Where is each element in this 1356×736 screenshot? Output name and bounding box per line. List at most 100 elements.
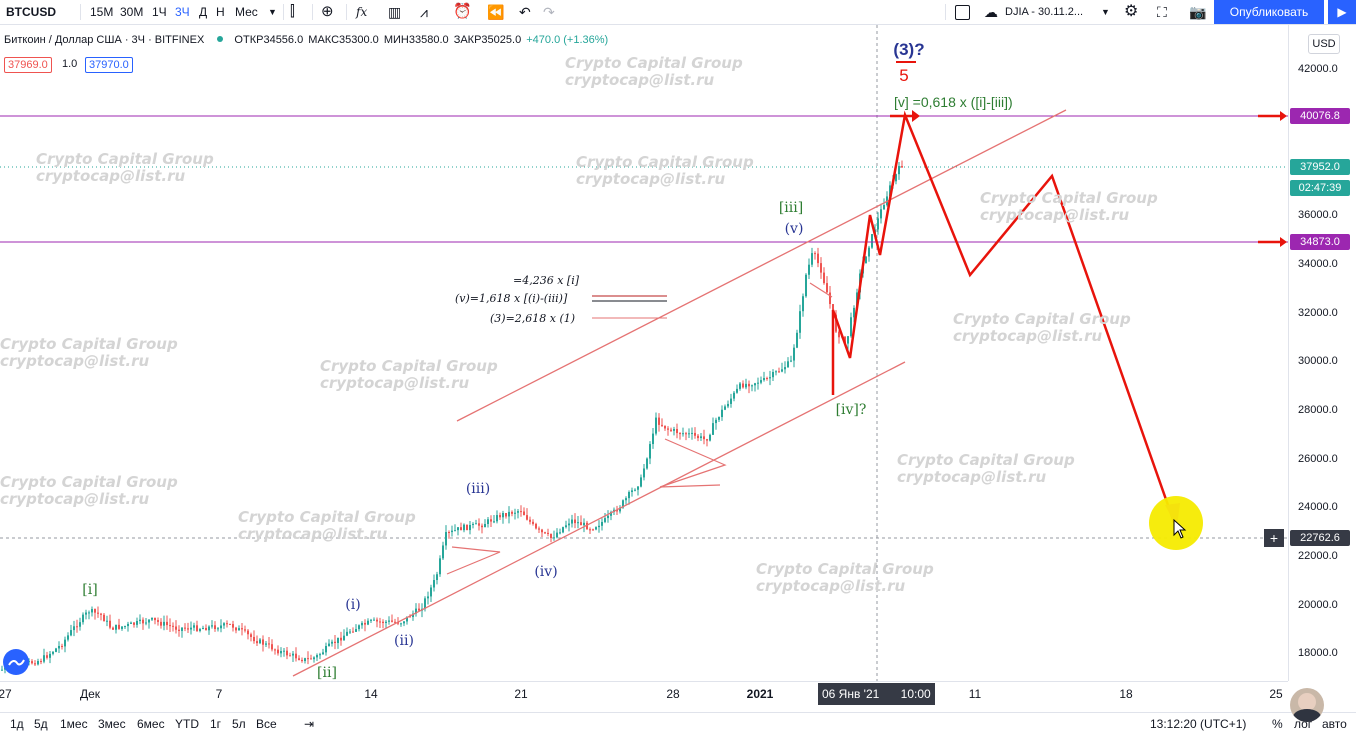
wave-i-round-label[interactable]: (i)	[345, 597, 361, 613]
candle-body	[538, 528, 540, 530]
date-range-icon[interactable]: ⇥	[304, 717, 315, 731]
candle-body	[601, 521, 603, 526]
range-button[interactable]: 1мес	[60, 717, 88, 731]
fib-1618-label[interactable]: (v)=1,618 x [(i)-(iii)]	[455, 292, 568, 305]
wave-iii-round-label[interactable]: (iii)	[465, 481, 491, 497]
candle-body	[568, 523, 570, 526]
fullscreen-icon[interactable]: ⛶	[1157, 4, 1167, 20]
clock-label[interactable]: 13:12:20 (UTC+1)	[1150, 717, 1247, 731]
interval-month[interactable]: Мес	[235, 5, 258, 19]
candle-body	[274, 649, 276, 651]
candle-body	[835, 314, 837, 332]
candle-body	[199, 629, 201, 631]
time-axis[interactable]	[0, 681, 1288, 706]
settings-icon[interactable]: ⚙	[1124, 3, 1139, 20]
wave-ii-square-label[interactable]: [ii]	[317, 665, 337, 681]
range-button[interactable]: 5л	[232, 717, 246, 731]
candle-body	[730, 398, 732, 404]
wave-i-square-label[interactable]: [i]	[82, 582, 98, 598]
candle-body	[808, 264, 810, 275]
fib-2618-label[interactable]: (3)=2,618 x (1)	[490, 312, 576, 325]
wave-iv-round-label[interactable]: (iv)	[534, 564, 558, 580]
wave-5-top-label[interactable]: 5	[899, 66, 909, 85]
bar-countdown-label: 02:47:39	[1290, 180, 1350, 196]
range-button[interactable]: 1г	[210, 717, 222, 731]
tradingview-logo-icon[interactable]	[3, 649, 29, 675]
replay-icon[interactable]: ⏪	[487, 4, 505, 20]
layout-dropdown-icon[interactable]: ▼	[1101, 7, 1110, 17]
wave-iii-square-label[interactable]: [iii]	[778, 200, 804, 216]
alert-icon[interactable]: ⏰	[453, 3, 472, 20]
interval-1h[interactable]: 1Ч	[152, 5, 167, 19]
time-tick-label: 2021	[746, 687, 774, 701]
interval-dropdown-icon[interactable]: ▼	[268, 7, 277, 17]
candle-body	[451, 530, 453, 533]
fib-4236-label[interactable]: =4,236 x [i]	[513, 274, 580, 287]
interval-30m[interactable]: 30М	[120, 5, 144, 19]
candle-body	[79, 622, 81, 627]
interval-15m[interactable]: 15М	[90, 5, 114, 19]
range-button[interactable]: 5д	[34, 717, 48, 731]
select-layout-icon[interactable]	[955, 5, 970, 20]
saved-layout-name[interactable]: DJIA - 30.11.2...	[1005, 6, 1084, 18]
candle-body	[802, 296, 804, 312]
publish-button[interactable]: Опубликовать	[1214, 0, 1324, 24]
wave-ii-round-label[interactable]: (ii)	[394, 633, 414, 649]
candle-body	[88, 612, 90, 614]
interval-week[interactable]: Н	[216, 5, 225, 19]
candles-icon[interactable]: ⫿	[290, 3, 295, 20]
candle-body	[718, 417, 720, 420]
percent-toggle[interactable]: %	[1272, 717, 1283, 731]
cloud-icon[interactable]: ☁	[984, 4, 998, 20]
camera-icon[interactable]: 📷	[1189, 4, 1207, 20]
templates-icon[interactable]: ▥	[388, 4, 402, 20]
avatar[interactable]	[1290, 688, 1324, 722]
range-button[interactable]: Все	[256, 717, 277, 731]
price-tick-label: 32000.0	[1298, 306, 1338, 319]
add-compare-icon[interactable]: ⊕	[321, 3, 334, 20]
wave-3-top-label[interactable]: (3)?	[893, 40, 925, 59]
candle-body	[250, 634, 252, 637]
candle-body	[133, 622, 135, 625]
wave-v-round-label[interactable]: (v)	[784, 221, 804, 237]
candle-body	[463, 524, 465, 531]
triangle-pattern	[659, 438, 727, 488]
candle-body	[403, 621, 405, 624]
candle-body	[184, 627, 186, 629]
target-v-label[interactable]: [v] =0,618 x ([i]-[iii])	[894, 94, 1013, 110]
candle-body	[406, 616, 408, 622]
currency-button[interactable]: USD	[1308, 34, 1340, 54]
buy-price[interactable]: 37970.0	[85, 57, 133, 73]
price-axis[interactable]	[1288, 25, 1356, 681]
undo-icon[interactable]: ↶	[519, 4, 531, 20]
financials-icon[interactable]: ⩘	[420, 4, 428, 20]
range-button[interactable]: 3мес	[98, 717, 126, 731]
candle-body	[286, 650, 288, 656]
candle-body	[499, 515, 501, 518]
candle-body	[655, 417, 657, 434]
price-chart[interactable]	[0, 25, 1288, 681]
time-tick-label: 18	[1119, 687, 1133, 701]
candle-body	[46, 655, 48, 658]
add-order-icon[interactable]: +	[1264, 529, 1284, 547]
price-tick-label: 18000.0	[1298, 647, 1338, 660]
auto-toggle[interactable]: авто	[1322, 717, 1347, 731]
candle-body	[37, 661, 39, 665]
redo-icon[interactable]: ↷	[543, 4, 555, 20]
range-button[interactable]: YTD	[175, 717, 199, 731]
sell-price[interactable]: 37969.0	[4, 57, 52, 73]
candle-body	[151, 617, 153, 620]
wave-iv-square-label[interactable]: [iv]?	[835, 402, 867, 418]
candle-body	[556, 532, 558, 538]
play-icon[interactable]: ▶	[1328, 0, 1356, 24]
toolbar-divider	[346, 4, 347, 20]
forecast-path	[831, 110, 1177, 526]
candle-body	[349, 631, 351, 633]
indicators-icon[interactable]: fx	[356, 5, 368, 19]
interval-3h[interactable]: 3Ч	[175, 5, 190, 19]
candle-body	[82, 614, 84, 623]
range-button[interactable]: 6мес	[137, 717, 165, 731]
range-button[interactable]: 1д	[10, 717, 24, 731]
interval-day[interactable]: Д	[199, 5, 208, 19]
symbol-search[interactable]: BTCUSD	[6, 5, 56, 19]
